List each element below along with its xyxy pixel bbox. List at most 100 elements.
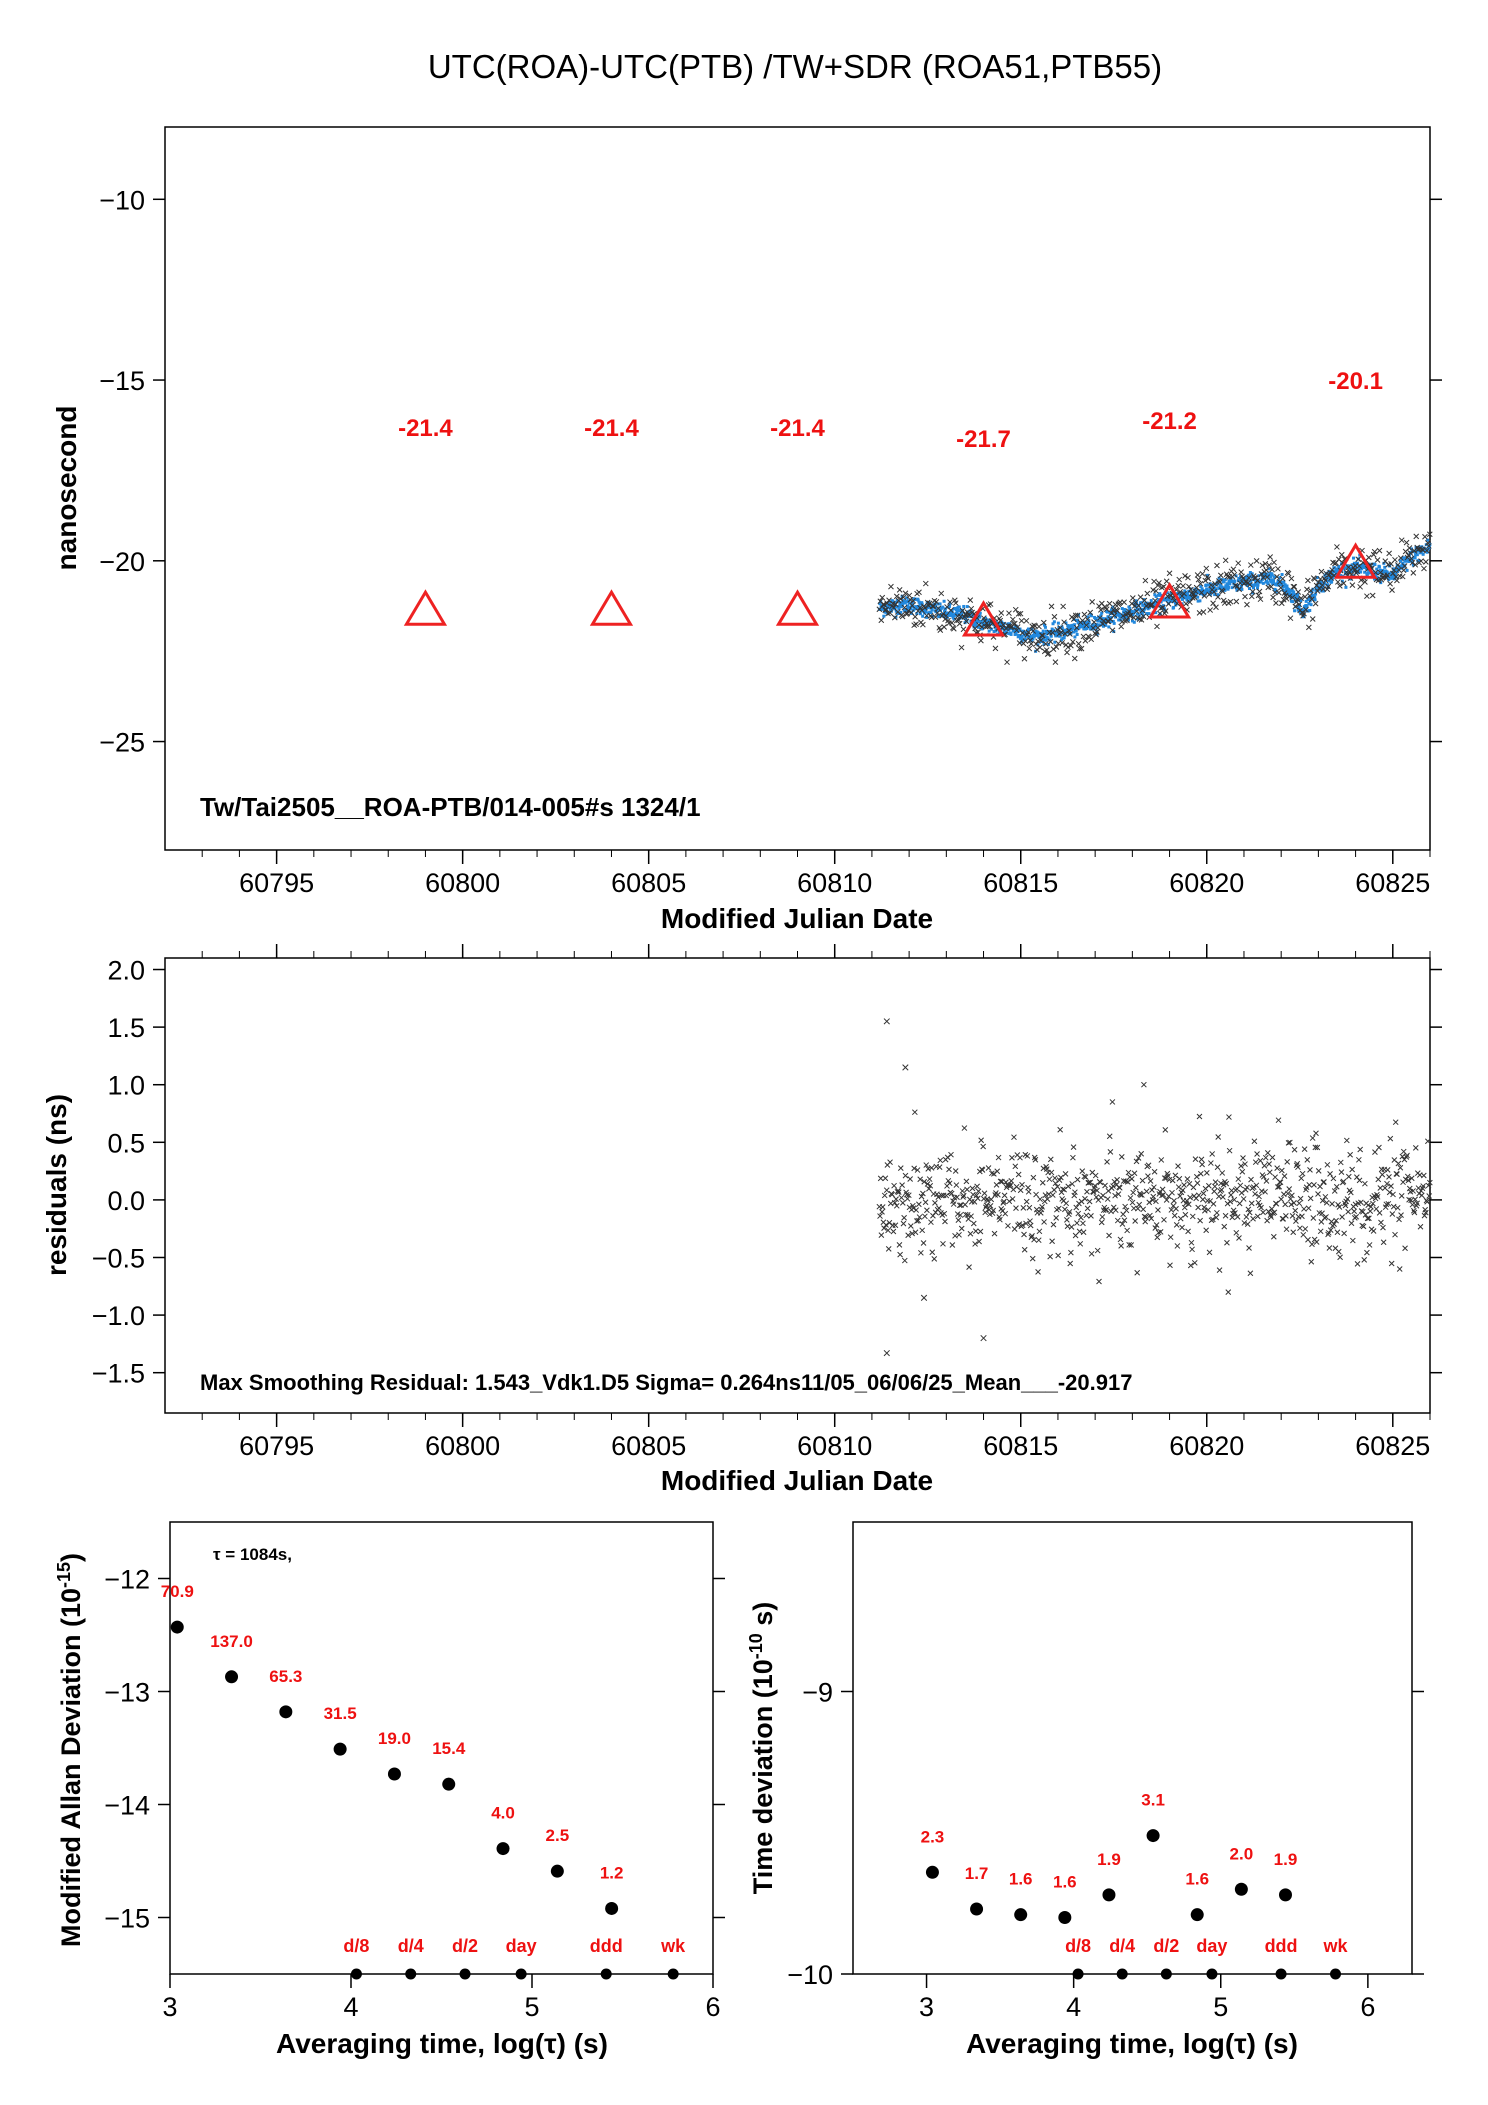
interval-marker-label: d/2 xyxy=(452,1936,478,1956)
blue-data-point xyxy=(1063,633,1067,637)
residual-point xyxy=(907,1176,914,1182)
residual-point xyxy=(1347,1151,1354,1158)
data-point xyxy=(1176,576,1183,583)
blue-data-point xyxy=(1196,595,1200,599)
stability-point-label: 3.1 xyxy=(1141,1791,1165,1810)
blue-data-point xyxy=(1253,582,1257,586)
data-point xyxy=(1219,588,1226,595)
data-point xyxy=(1144,590,1151,597)
data-point xyxy=(1295,589,1302,595)
residual-point xyxy=(1158,1157,1165,1163)
data-point xyxy=(1242,593,1248,600)
blue-data-point xyxy=(1198,599,1202,603)
stability-point xyxy=(279,1705,293,1719)
data-point xyxy=(1271,559,1277,566)
residual-point xyxy=(1218,1187,1225,1193)
data-point xyxy=(1036,623,1042,630)
data-point xyxy=(963,618,970,625)
blue-data-point xyxy=(1297,605,1301,609)
residual-point xyxy=(1195,1192,1202,1199)
blue-data-point xyxy=(1293,609,1297,613)
residual-point xyxy=(1357,1146,1364,1153)
residual-point xyxy=(1084,1205,1091,1212)
residual-point xyxy=(1122,1203,1128,1210)
residual-point xyxy=(1086,1198,1093,1205)
data-point xyxy=(1177,588,1184,595)
residual-point xyxy=(1289,1192,1295,1199)
residual-point xyxy=(1226,1147,1233,1154)
data-point xyxy=(1254,577,1261,584)
blue-data-point xyxy=(1095,632,1099,636)
blue-data-point xyxy=(1060,638,1064,642)
blue-data-point xyxy=(915,611,919,615)
residual-point xyxy=(1412,1145,1419,1151)
data-point xyxy=(893,593,900,600)
residual-point xyxy=(1367,1208,1374,1214)
blue-data-point xyxy=(974,623,978,627)
residual-point xyxy=(1052,1180,1059,1187)
residual-point xyxy=(1335,1248,1342,1255)
data-point xyxy=(1314,588,1321,594)
res-y-tick-label: 0.0 xyxy=(107,1186,145,1216)
blue-data-point xyxy=(1313,595,1317,599)
residual-point xyxy=(1421,1212,1428,1219)
residual-point xyxy=(890,1228,897,1235)
blue-data-point xyxy=(1030,639,1034,643)
residual-point xyxy=(1290,1229,1297,1236)
blue-data-point xyxy=(1174,602,1178,606)
data-point xyxy=(1182,572,1188,579)
data-point xyxy=(1289,594,1296,601)
data-point xyxy=(1074,612,1081,619)
blue-data-point xyxy=(1138,608,1142,612)
blue-data-point xyxy=(935,609,939,613)
residual-point xyxy=(1017,1187,1024,1194)
residual-point xyxy=(889,1191,895,1198)
residual-point xyxy=(1102,1182,1108,1189)
blue-data-point xyxy=(1088,625,1092,629)
residual-point xyxy=(1309,1135,1316,1141)
residual-point xyxy=(1416,1190,1422,1197)
residual-point xyxy=(1157,1229,1164,1235)
data-point xyxy=(1304,586,1310,593)
residual-point xyxy=(1088,1213,1094,1219)
residual-point xyxy=(1365,1202,1372,1209)
interval-marker xyxy=(600,1968,612,1980)
stability-point xyxy=(925,1865,939,1879)
blue-data-point xyxy=(989,621,993,625)
blue-data-point xyxy=(1245,584,1249,588)
data-point xyxy=(1083,622,1090,629)
data-point xyxy=(1422,533,1428,540)
data-point xyxy=(1097,615,1103,621)
residual-point xyxy=(1333,1183,1340,1190)
residual-point xyxy=(1325,1229,1332,1236)
data-point xyxy=(933,598,940,605)
residual-point xyxy=(956,1231,962,1238)
residual-point xyxy=(1082,1195,1088,1202)
blue-data-point xyxy=(1238,587,1242,591)
blue-data-point xyxy=(1170,599,1174,603)
blue-data-point xyxy=(1383,565,1387,569)
blue-data-point xyxy=(984,616,988,620)
residual-point xyxy=(1104,1159,1110,1165)
residual-point xyxy=(1261,1162,1268,1169)
residual-point xyxy=(1275,1117,1282,1124)
blue-data-point xyxy=(1208,587,1212,591)
chart-title: UTC(ROA)-UTC(PTB) /TW+SDR (ROA51,PTB55) xyxy=(428,48,1162,85)
data-point xyxy=(1334,544,1340,550)
residual-point xyxy=(1153,1222,1160,1228)
data-point xyxy=(1142,577,1149,584)
residual-point xyxy=(1398,1192,1405,1199)
residual-point xyxy=(1177,1193,1183,1200)
residual-point xyxy=(1068,1249,1074,1256)
blue-data-point xyxy=(1178,595,1182,599)
residual-point xyxy=(1125,1169,1132,1176)
data-point xyxy=(1138,617,1145,623)
interval-marker-label: ddd xyxy=(590,1936,623,1956)
data-point xyxy=(1394,562,1401,568)
residual-point xyxy=(1278,1196,1285,1203)
residual-point xyxy=(1360,1223,1367,1230)
residual-point xyxy=(1341,1230,1347,1237)
data-point xyxy=(1191,594,1198,601)
residual-point xyxy=(1152,1225,1159,1231)
blue-data-point xyxy=(1066,625,1070,629)
